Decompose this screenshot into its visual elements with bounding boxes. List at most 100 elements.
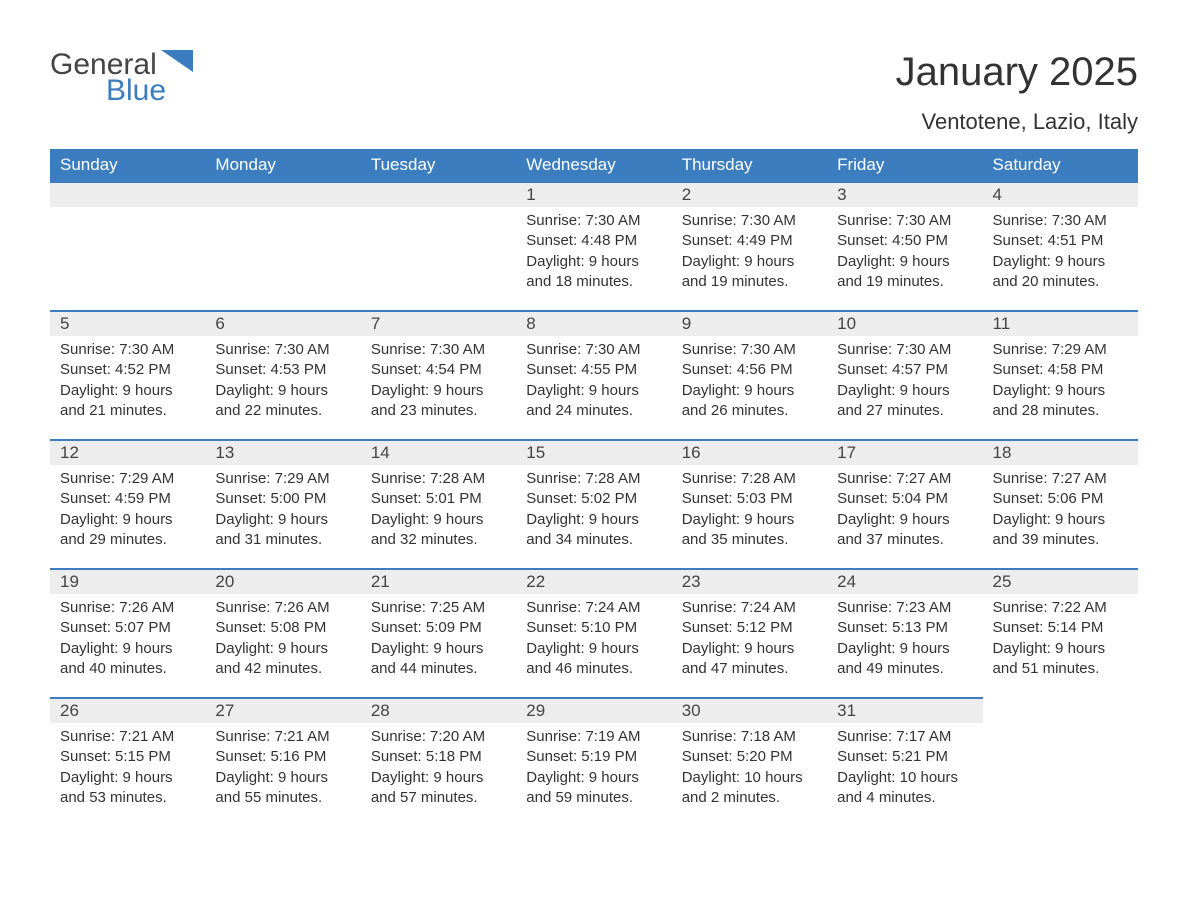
day-content-cell: Sunrise: 7:27 AMSunset: 5:06 PMDaylight:… (983, 465, 1138, 569)
day-content-cell: Sunrise: 7:24 AMSunset: 5:12 PMDaylight:… (672, 594, 827, 698)
daylight-line: Daylight: 10 hours and 4 minutes. (837, 768, 972, 809)
sunrise-line: Sunrise: 7:18 AM (682, 727, 817, 747)
sunset-line: Sunset: 4:55 PM (526, 360, 661, 380)
day-number-cell: 10 (827, 311, 982, 336)
daylight-line: Daylight: 9 hours and 51 minutes. (993, 639, 1128, 680)
logo-text: General Blue (50, 50, 193, 106)
sunset-line: Sunset: 5:10 PM (526, 618, 661, 638)
daylight-line: Daylight: 9 hours and 19 minutes. (837, 252, 972, 293)
day-number-cell: 12 (50, 440, 205, 465)
month-title: January 2025 (896, 50, 1138, 95)
sunrise-line: Sunrise: 7:19 AM (526, 727, 661, 747)
day-content-cell: Sunrise: 7:29 AMSunset: 4:59 PMDaylight:… (50, 465, 205, 569)
location: Ventotene, Lazio, Italy (896, 109, 1138, 135)
sunrise-line: Sunrise: 7:25 AM (371, 598, 506, 618)
sunset-line: Sunset: 5:21 PM (837, 747, 972, 767)
col-friday: Friday (827, 149, 982, 182)
sunset-line: Sunset: 4:56 PM (682, 360, 817, 380)
day-content-cell: Sunrise: 7:18 AMSunset: 5:20 PMDaylight:… (672, 723, 827, 826)
daylight-line: Daylight: 9 hours and 28 minutes. (993, 381, 1128, 422)
daylight-line: Daylight: 9 hours and 20 minutes. (993, 252, 1128, 293)
sunrise-line: Sunrise: 7:29 AM (215, 469, 350, 489)
day-content-cell: Sunrise: 7:24 AMSunset: 5:10 PMDaylight:… (516, 594, 671, 698)
day-content-cell: Sunrise: 7:30 AMSunset: 4:56 PMDaylight:… (672, 336, 827, 440)
col-monday: Monday (205, 149, 360, 182)
day-number-cell: 5 (50, 311, 205, 336)
daylight-line: Daylight: 9 hours and 42 minutes. (215, 639, 350, 680)
daylight-line: Daylight: 9 hours and 37 minutes. (837, 510, 972, 551)
day-content-cell: Sunrise: 7:30 AMSunset: 4:54 PMDaylight:… (361, 336, 516, 440)
sunrise-line: Sunrise: 7:27 AM (837, 469, 972, 489)
daylight-line: Daylight: 9 hours and 18 minutes. (526, 252, 661, 293)
sunrise-line: Sunrise: 7:28 AM (682, 469, 817, 489)
sunset-line: Sunset: 5:02 PM (526, 489, 661, 509)
sunrise-line: Sunrise: 7:30 AM (60, 340, 195, 360)
sunset-line: Sunset: 4:54 PM (371, 360, 506, 380)
sunrise-line: Sunrise: 7:21 AM (60, 727, 195, 747)
day-number-cell: 29 (516, 698, 671, 723)
col-wednesday: Wednesday (516, 149, 671, 182)
day-number-cell: 20 (205, 569, 360, 594)
day-number-cell: 8 (516, 311, 671, 336)
daynum-row: 12131415161718 (50, 440, 1138, 465)
daynum-row: 262728293031 (50, 698, 1138, 723)
daylight-line: Daylight: 9 hours and 24 minutes. (526, 381, 661, 422)
day-number-cell: 4 (983, 182, 1138, 207)
day-number-cell: 26 (50, 698, 205, 723)
daylight-line: Daylight: 9 hours and 59 minutes. (526, 768, 661, 809)
daylight-line: Daylight: 9 hours and 34 minutes. (526, 510, 661, 551)
sunrise-line: Sunrise: 7:30 AM (993, 211, 1128, 231)
day-content-cell (361, 207, 516, 311)
sunset-line: Sunset: 5:04 PM (837, 489, 972, 509)
content-row: Sunrise: 7:29 AMSunset: 4:59 PMDaylight:… (50, 465, 1138, 569)
day-content-cell (205, 207, 360, 311)
sunset-line: Sunset: 5:12 PM (682, 618, 817, 638)
daynum-row: 19202122232425 (50, 569, 1138, 594)
sunset-line: Sunset: 4:52 PM (60, 360, 195, 380)
flag-icon (161, 50, 193, 72)
sunrise-line: Sunrise: 7:30 AM (682, 340, 817, 360)
daylight-line: Daylight: 9 hours and 44 minutes. (371, 639, 506, 680)
daylight-line: Daylight: 9 hours and 46 minutes. (526, 639, 661, 680)
day-number-cell: 16 (672, 440, 827, 465)
day-content-cell: Sunrise: 7:21 AMSunset: 5:15 PMDaylight:… (50, 723, 205, 826)
sunrise-line: Sunrise: 7:24 AM (682, 598, 817, 618)
weekday-header-row: Sunday Monday Tuesday Wednesday Thursday… (50, 149, 1138, 182)
title-block: January 2025 Ventotene, Lazio, Italy (896, 50, 1138, 135)
sunset-line: Sunset: 4:49 PM (682, 231, 817, 251)
col-thursday: Thursday (672, 149, 827, 182)
daylight-line: Daylight: 9 hours and 57 minutes. (371, 768, 506, 809)
calendar-table: Sunday Monday Tuesday Wednesday Thursday… (50, 149, 1138, 826)
daylight-line: Daylight: 9 hours and 39 minutes. (993, 510, 1128, 551)
day-content-cell: Sunrise: 7:20 AMSunset: 5:18 PMDaylight:… (361, 723, 516, 826)
col-tuesday: Tuesday (361, 149, 516, 182)
calendar-body: 1234Sunrise: 7:30 AMSunset: 4:48 PMDayli… (50, 182, 1138, 826)
content-row: Sunrise: 7:26 AMSunset: 5:07 PM Daylight:… (50, 594, 1138, 698)
day-content-cell: Sunrise: 7:29 AMSunset: 5:00 PMDaylight:… (205, 465, 360, 569)
sunset-line: Sunset: 5:13 PM (837, 618, 972, 638)
day-content-cell: Sunrise: 7:28 AMSunset: 5:03 PMDaylight:… (672, 465, 827, 569)
day-number-cell: 30 (672, 698, 827, 723)
day-number-cell (983, 698, 1138, 723)
day-content-cell: Sunrise: 7:30 AMSunset: 4:55 PMDaylight:… (516, 336, 671, 440)
day-content-cell (50, 207, 205, 311)
sunset-line: Sunset: 5:14 PM (993, 618, 1128, 638)
day-content-cell: Sunrise: 7:17 AMSunset: 5:21 PMDaylight:… (827, 723, 982, 826)
sunrise-line: Sunrise: 7:22 AM (993, 598, 1128, 618)
sunrise-line: Sunrise: 7:26 AM (60, 598, 195, 618)
content-row: Sunrise: 7:21 AMSunset: 5:15 PMDaylight:… (50, 723, 1138, 826)
sunset-line: Sunset: 5:07 PM (60, 618, 195, 638)
day-number-cell: 23 (672, 569, 827, 594)
day-number-cell: 17 (827, 440, 982, 465)
day-content-cell: Sunrise: 7:25 AMSunset: 5:09 PMDaylight:… (361, 594, 516, 698)
sunrise-line: Sunrise: 7:17 AM (837, 727, 972, 747)
day-number-cell (361, 182, 516, 207)
daylight-line: Daylight: 9 hours and 35 minutes. (682, 510, 817, 551)
day-content-cell: Sunrise: 7:30 AMSunset: 4:50 PMDaylight:… (827, 207, 982, 311)
sunrise-line: Sunrise: 7:28 AM (526, 469, 661, 489)
sunrise-line: Sunrise: 7:30 AM (526, 340, 661, 360)
day-number-cell: 6 (205, 311, 360, 336)
day-number-cell: 24 (827, 569, 982, 594)
day-number-cell: 21 (361, 569, 516, 594)
sunset-line: Sunset: 4:51 PM (993, 231, 1128, 251)
